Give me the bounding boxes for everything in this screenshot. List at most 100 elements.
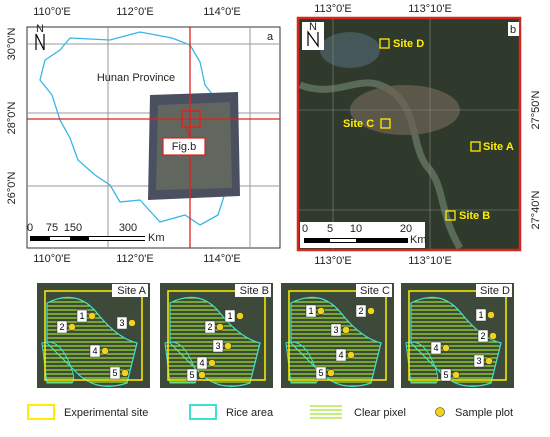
site-title: Site D <box>480 285 510 297</box>
panel-b: Site D Site C Site A Site B N b 0 5 10 2… <box>296 3 542 267</box>
plot-label: 3 <box>476 356 481 366</box>
north-arrow <box>35 33 45 51</box>
north-label: N <box>309 21 317 33</box>
top-tick: 112°0'E <box>116 6 154 18</box>
callout-box <box>162 137 206 156</box>
bottom-tick: 113°0'E <box>314 255 352 267</box>
legend-swatch <box>189 404 217 420</box>
plot-label-box <box>430 341 442 355</box>
plot-label: 2 <box>480 331 485 341</box>
plot-label-box <box>116 316 128 330</box>
experimental-site <box>44 290 143 381</box>
north-label: N <box>36 23 44 35</box>
plot-label-box <box>204 320 216 334</box>
province-outline <box>39 31 227 226</box>
sample-plot <box>489 332 497 340</box>
site-marker <box>380 118 391 129</box>
legend-label: Clear pixel <box>354 407 406 419</box>
legend-swatch <box>435 407 445 417</box>
sample-plot <box>342 326 350 334</box>
scale-label: 300 <box>119 222 137 234</box>
sample-plot <box>327 369 335 377</box>
top-tick: 110°0'E <box>33 6 71 18</box>
sample-plot <box>236 312 244 320</box>
callout-line <box>185 126 191 139</box>
top-tick: 114°0'E <box>203 6 241 18</box>
legend-swatch <box>27 404 55 420</box>
sample-plot <box>121 369 129 377</box>
plot-label-box <box>196 356 208 370</box>
panel-a: Fig.b Hunan Province a N 0 75 150 300 Km… <box>6 6 281 265</box>
scale-unit: Km <box>148 232 165 244</box>
sample-plot <box>198 371 206 379</box>
sample-plot <box>128 319 136 327</box>
site-label: Site C <box>343 118 374 130</box>
plot-label: 1 <box>227 311 232 321</box>
sample-plot <box>347 351 355 359</box>
title-box <box>476 284 512 297</box>
scale-box <box>300 222 425 248</box>
bottom-tick: 114°0'E <box>203 253 241 265</box>
plot-label-box <box>305 304 317 318</box>
plot-label: 1 <box>308 306 313 316</box>
scale-label: 150 <box>64 222 82 234</box>
plot-label-box <box>109 366 121 380</box>
plot-label: 3 <box>119 318 124 328</box>
plot-label: 3 <box>215 341 220 351</box>
site-label: Site A <box>483 141 514 153</box>
legend-label: Sample plot <box>455 407 513 419</box>
left-tick: 30°0'N <box>6 28 18 61</box>
plot-label: 1 <box>79 311 84 321</box>
sample-plot <box>442 344 450 352</box>
site-title: Site A <box>117 285 146 297</box>
left-tick: 26°0'N <box>6 172 18 205</box>
scale-bar <box>304 238 408 243</box>
panel-label: a <box>267 31 274 43</box>
plot-label: 2 <box>59 322 64 332</box>
plot-label-box <box>212 339 224 353</box>
plot-label-box <box>475 308 487 322</box>
callout-label: Fig.b <box>172 141 196 153</box>
sample-plot <box>88 312 96 320</box>
plot-label: 2 <box>207 322 212 332</box>
scale-label: 75 <box>46 222 58 234</box>
site-panel: Site C 1 2 3 4 5 <box>281 283 394 388</box>
experimental-site <box>167 290 266 381</box>
top-tick: 113°0'E <box>314 3 352 15</box>
left-tick: 28°0'N <box>6 102 18 135</box>
scale-label: 5 <box>327 223 333 235</box>
plot-label-box <box>330 323 342 337</box>
site-panel: Site D 1 2 3 4 5 <box>401 283 514 388</box>
title-box <box>235 284 271 297</box>
sample-plot <box>367 307 375 315</box>
plot-label: 5 <box>189 370 194 380</box>
site-title: Site B <box>240 285 269 297</box>
north-arrow <box>307 30 319 48</box>
sample-plot <box>224 342 232 350</box>
plot-label-box <box>440 368 452 382</box>
plot-label: 5 <box>443 370 448 380</box>
experimental-site <box>288 290 387 381</box>
sample-plot <box>317 307 325 315</box>
rice-area <box>285 341 319 384</box>
plot-label: 4 <box>92 346 97 356</box>
legend: Experimental site Rice area Clear pixel … <box>27 404 513 420</box>
title-box <box>356 284 392 297</box>
sample-plot <box>487 311 495 319</box>
legend-swatch <box>310 405 342 419</box>
label-box <box>508 22 519 36</box>
scale-label: 10 <box>350 223 362 235</box>
plot-label: 4 <box>433 343 438 353</box>
scale-unit: Km <box>410 234 427 246</box>
site-title: Site C <box>360 285 390 297</box>
title-box <box>112 284 148 297</box>
site-marker <box>445 210 456 221</box>
plot-label-box <box>186 368 198 382</box>
plot-label: 3 <box>333 325 338 335</box>
plot-label-box <box>89 344 101 358</box>
plot-label-box <box>56 320 68 334</box>
sample-plot <box>485 357 493 365</box>
legend-label: Experimental site <box>64 407 148 419</box>
